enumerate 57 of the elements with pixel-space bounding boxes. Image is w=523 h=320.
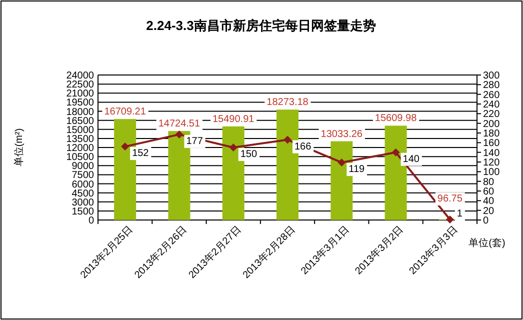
data-label: 150 — [240, 149, 258, 160]
y2-tick-label: 80 — [483, 176, 495, 188]
data-label: 177 — [186, 136, 204, 147]
y2-tick-label: 100 — [483, 167, 500, 178]
data-label: 96.75 — [437, 194, 463, 204]
y-tick-label: 3000 — [72, 197, 94, 208]
y-tick-label: 21000 — [66, 88, 94, 100]
y2-tick-label: 200 — [483, 118, 500, 130]
point — [121, 142, 130, 151]
y-tick-label: 16500 — [66, 116, 94, 127]
y2-tick-label: 260 — [483, 90, 500, 101]
y2-tick-label: 20 — [483, 206, 495, 217]
y-tick-label: 15000 — [66, 124, 94, 136]
y-axis-title: 单位(m²) — [13, 128, 25, 167]
point — [229, 144, 238, 152]
point — [446, 216, 454, 224]
point — [175, 130, 184, 138]
y-tick-label: 13500 — [66, 134, 94, 145]
y2-tick-label: 180 — [483, 128, 500, 140]
data-label: 140 — [402, 154, 420, 165]
y2-tick-label: 140 — [483, 148, 500, 159]
point — [284, 136, 292, 144]
data-label: 15609.98 — [374, 113, 418, 124]
y-tick-label: 24000 — [66, 70, 94, 82]
y-tick-label: 9000 — [72, 161, 94, 172]
y2-axis-title: 单位(套) — [468, 237, 506, 249]
y-tick-label: 19500 — [66, 98, 94, 109]
y2-tick-label: 120 — [483, 158, 500, 168]
y-tick-label: 12000 — [66, 143, 94, 154]
y2-tick-label: 0 — [483, 216, 489, 226]
y-tick-label: 4500 — [72, 188, 94, 200]
data-label: 166 — [294, 141, 312, 152]
y-tick-label: 10500 — [66, 152, 94, 164]
data-label: 1 — [456, 208, 463, 220]
y2-tick-label: 280 — [483, 80, 500, 92]
y2-tick-label: 220 — [483, 109, 500, 120]
y2-tick-label: 160 — [483, 138, 500, 150]
data-label: 18273.18 — [266, 97, 309, 108]
y2-tick-label: 240 — [483, 100, 500, 110]
y-tick-label: 0 — [88, 216, 94, 226]
y2-tick-label: 60 — [483, 186, 495, 198]
data-label: 15490.91 — [212, 114, 255, 125]
data-label: 13033.26 — [320, 128, 363, 140]
y-tick-label: 7500 — [72, 170, 94, 182]
y-tick-label: 22500 — [66, 80, 94, 91]
y-tick-label: 1500 — [72, 206, 94, 218]
chart-title: 2.24-3.3南昌市新房住宅每日网签量走势 — [146, 18, 376, 33]
point — [392, 148, 400, 156]
data-label: 14724.51 — [158, 118, 200, 130]
y-tick-label: 18000 — [66, 106, 94, 118]
data-label: 119 — [348, 164, 366, 175]
point — [338, 158, 346, 166]
data-label: 152 — [132, 148, 150, 160]
y2-tick-label: 300 — [483, 70, 500, 82]
y2-tick-label: 40 — [483, 196, 495, 208]
data-label: 16709.21 — [104, 106, 146, 118]
y-tick-label: 6000 — [72, 179, 94, 190]
